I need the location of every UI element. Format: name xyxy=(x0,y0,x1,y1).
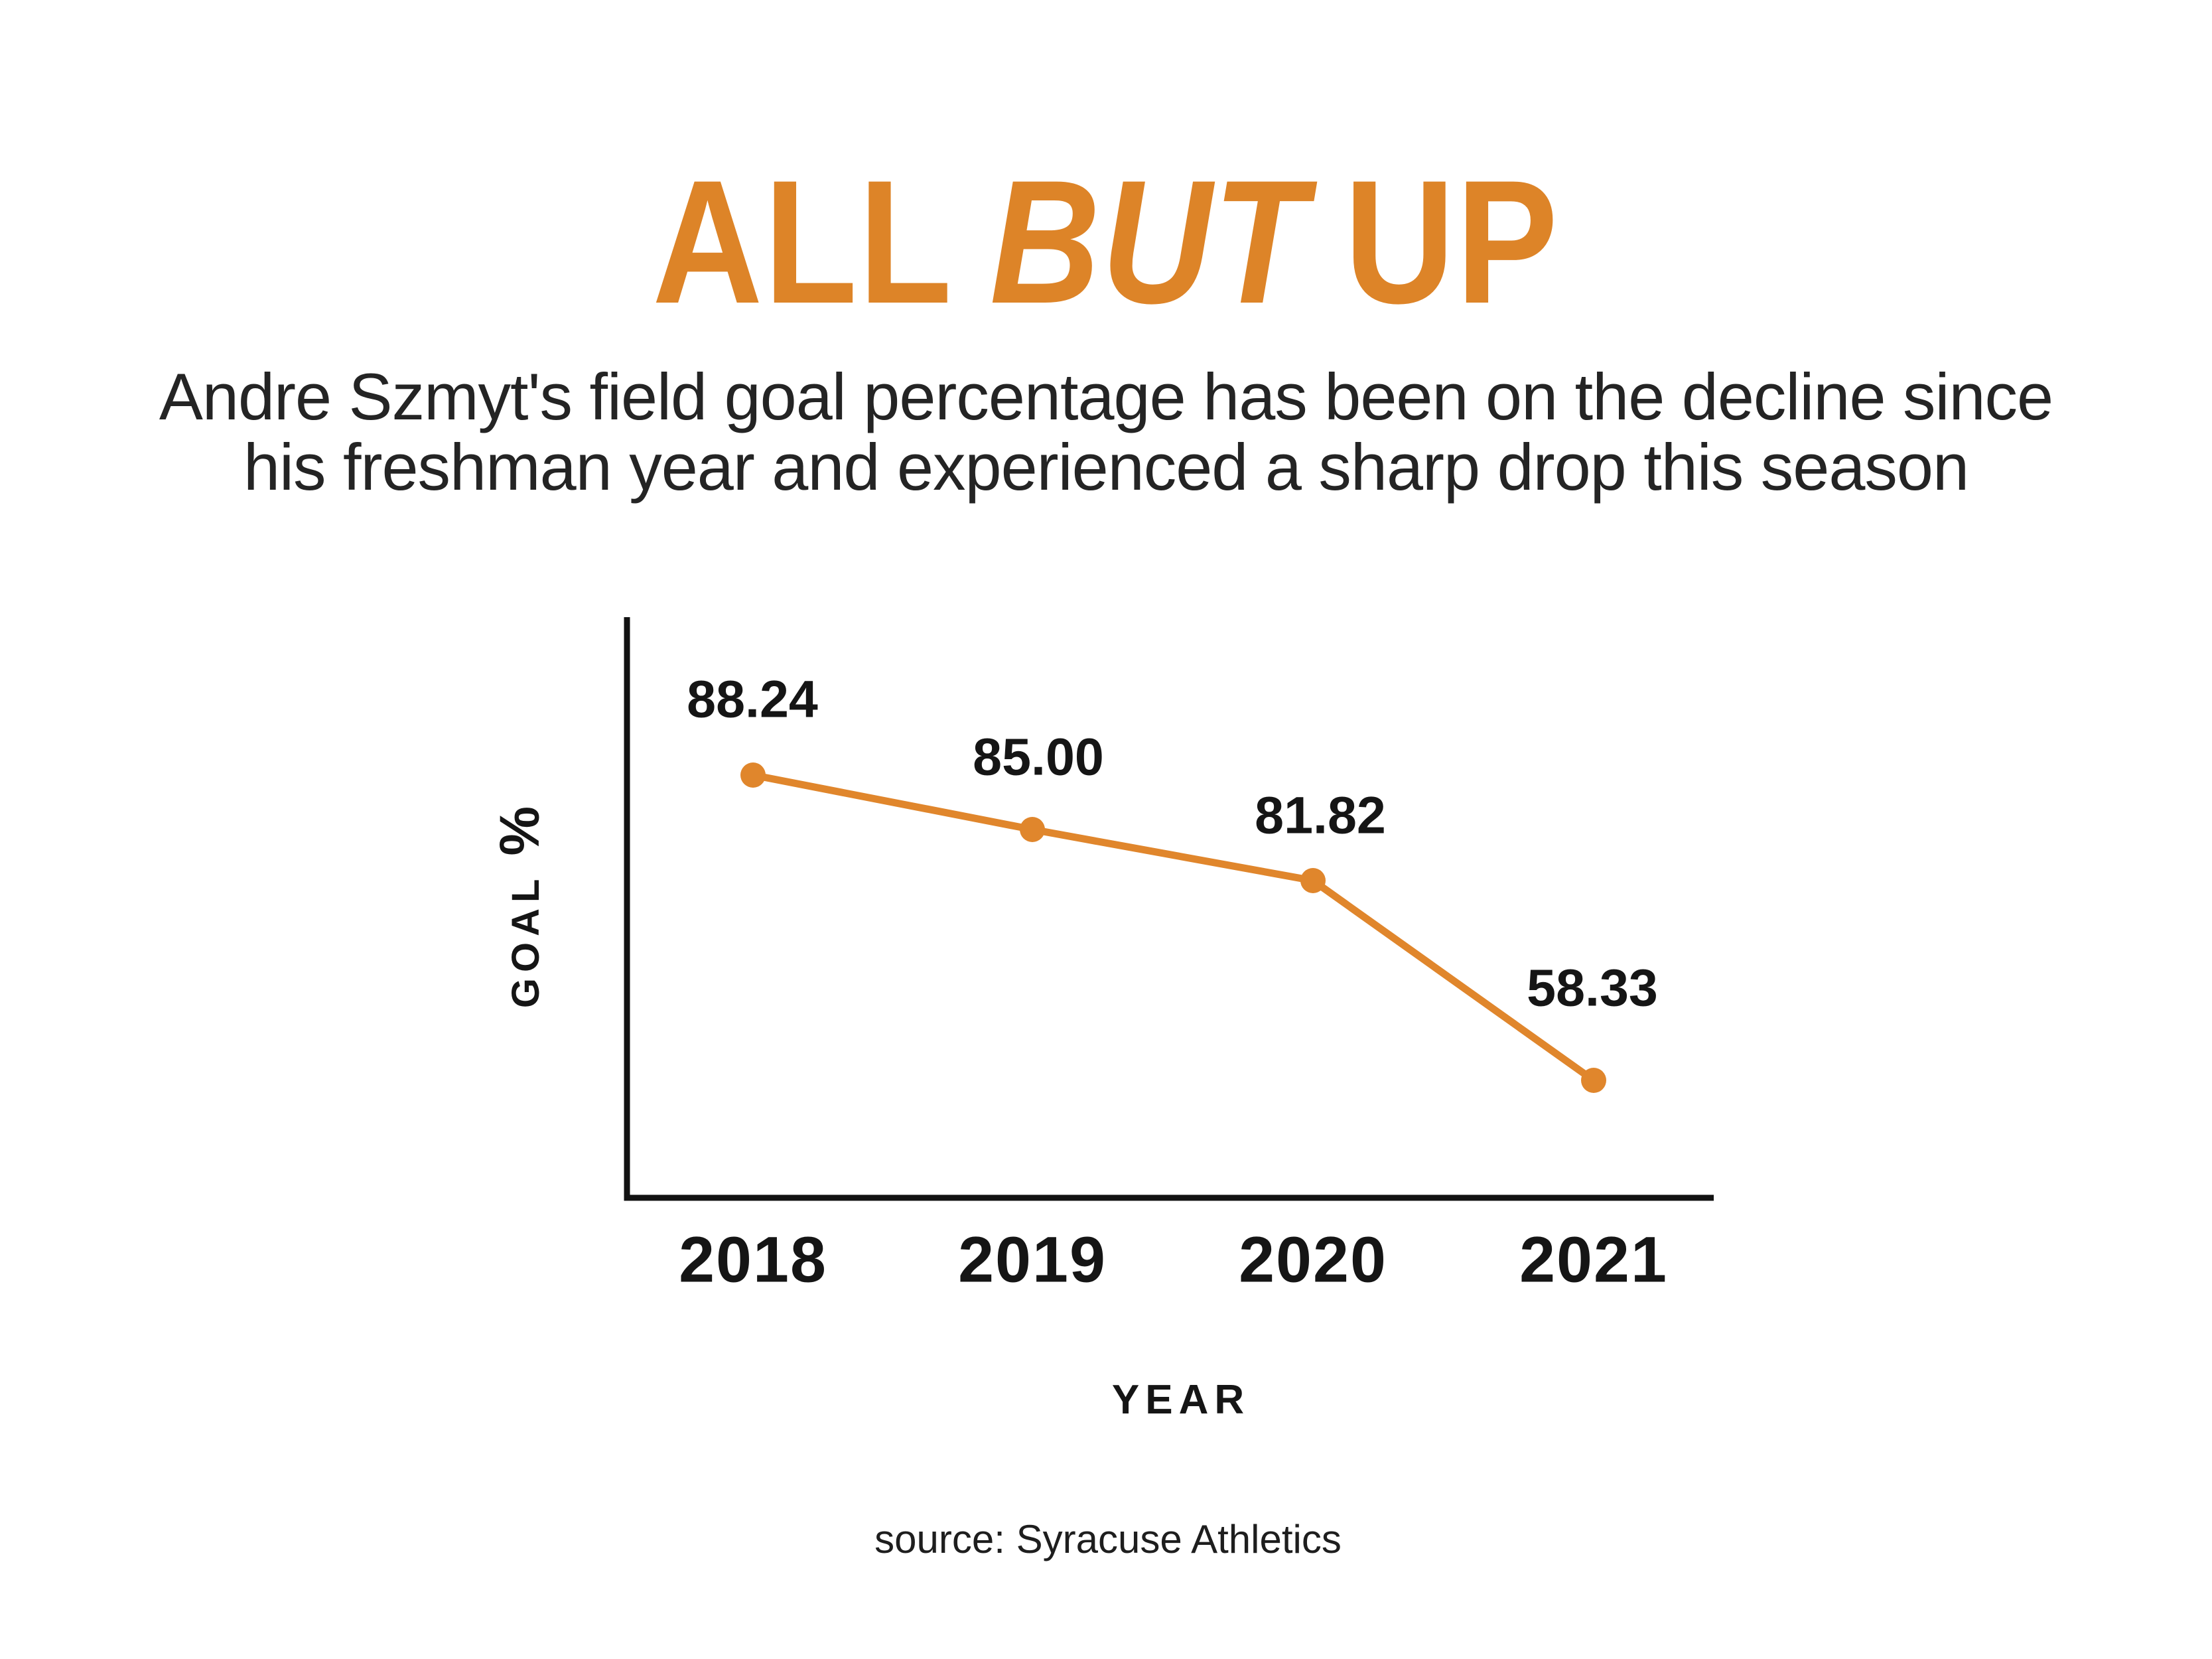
title-part-all: ALL xyxy=(652,144,953,340)
title-part-but: BUT xyxy=(990,144,1308,340)
page-title: ALL BUT UP xyxy=(0,155,2212,330)
page-title-text: ALL BUT UP xyxy=(653,155,1560,330)
value-label-2021: 58.33 xyxy=(1527,958,1658,1017)
title-part-up: UP xyxy=(1344,144,1560,340)
value-label-2019: 85.00 xyxy=(973,727,1104,786)
value-label-2018: 88.24 xyxy=(687,669,818,729)
x-tick-label-2019: 2019 xyxy=(958,1223,1107,1296)
percent-symbol: % xyxy=(488,806,551,856)
value-label-2020: 81.82 xyxy=(1255,785,1386,845)
data-point-2018 xyxy=(740,762,766,788)
page-subtitle: Andre Szmyt's field goal percentage has … xyxy=(0,362,2212,502)
subtitle-line-1: Andre Szmyt's field goal percentage has … xyxy=(159,360,2053,433)
data-point-2020 xyxy=(1300,868,1326,893)
y-axis-title: GOAL% xyxy=(488,806,551,1009)
source-note: source: Syracuse Athletics xyxy=(874,1517,1342,1561)
y-axis-title-word: GOAL xyxy=(504,873,547,1009)
x-tick-label-2018: 2018 xyxy=(679,1223,827,1296)
x-tick-label-2021: 2021 xyxy=(1519,1223,1668,1296)
data-point-2019 xyxy=(1020,817,1045,842)
x-axis-title: YEAR xyxy=(1111,1377,1251,1423)
subtitle-line-2: his freshman year and experienced a shar… xyxy=(243,429,1969,504)
data-point-2021 xyxy=(1581,1068,1606,1093)
trend-line xyxy=(752,771,1596,1084)
x-tick-label-2020: 2020 xyxy=(1239,1223,1387,1296)
